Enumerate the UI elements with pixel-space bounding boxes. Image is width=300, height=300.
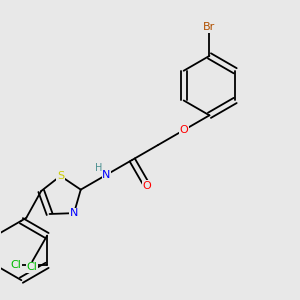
Text: O: O bbox=[143, 181, 152, 190]
Text: S: S bbox=[57, 171, 64, 181]
Text: N: N bbox=[70, 208, 78, 218]
Text: N: N bbox=[102, 170, 111, 180]
Text: H: H bbox=[95, 163, 102, 173]
Text: Cl: Cl bbox=[27, 262, 38, 272]
Text: O: O bbox=[179, 125, 188, 135]
Text: Cl: Cl bbox=[11, 260, 22, 270]
Text: Br: Br bbox=[203, 22, 216, 32]
